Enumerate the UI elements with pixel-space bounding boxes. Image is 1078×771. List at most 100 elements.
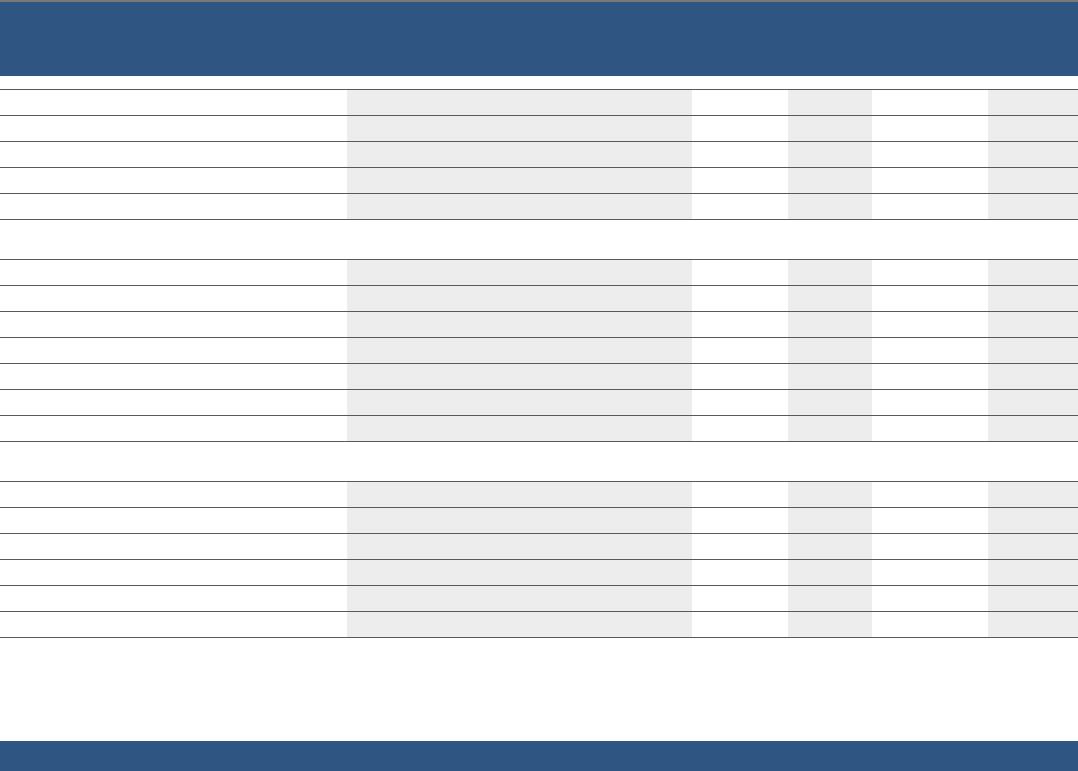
cell-col_e bbox=[988, 88, 1078, 116]
cell-col_e bbox=[988, 585, 1078, 612]
cell-label bbox=[0, 611, 347, 638]
table-row[interactable] bbox=[0, 88, 1078, 116]
cell-col_e bbox=[988, 311, 1078, 338]
table-row[interactable] bbox=[0, 533, 1078, 560]
table-body bbox=[0, 76, 1078, 638]
cell-label bbox=[0, 480, 347, 508]
table-row[interactable] bbox=[0, 389, 1078, 416]
cell-col_c bbox=[788, 415, 872, 442]
cell-col_b bbox=[692, 115, 788, 142]
cell-col_d bbox=[872, 611, 988, 638]
cell-col_a bbox=[347, 480, 692, 508]
table-row[interactable] bbox=[0, 115, 1078, 142]
table-row[interactable] bbox=[0, 585, 1078, 612]
cell-col_e bbox=[988, 285, 1078, 312]
footer-banner bbox=[0, 741, 1078, 771]
cell-col_b bbox=[692, 141, 788, 168]
cell-col_d bbox=[872, 141, 988, 168]
cell-label bbox=[0, 585, 347, 612]
table-row[interactable] bbox=[0, 480, 1078, 508]
table-row[interactable] bbox=[0, 611, 1078, 638]
cell-col_a bbox=[347, 141, 692, 168]
cell-col_c bbox=[788, 285, 872, 312]
cell-col_b bbox=[692, 533, 788, 560]
cell-col_c bbox=[788, 193, 872, 220]
cell-label bbox=[0, 363, 347, 390]
table-row[interactable] bbox=[0, 337, 1078, 364]
cell-label bbox=[0, 389, 347, 416]
cell-col_b bbox=[692, 285, 788, 312]
report-table bbox=[0, 76, 1078, 638]
cell-col_a bbox=[347, 585, 692, 612]
cell-col_d bbox=[872, 167, 988, 194]
cell-col_e bbox=[988, 167, 1078, 194]
cell-col_c bbox=[788, 611, 872, 638]
cell-col_a bbox=[347, 193, 692, 220]
cell-label bbox=[0, 88, 347, 116]
cell-col_a bbox=[347, 285, 692, 312]
cell-col_b bbox=[692, 585, 788, 612]
cell-col_e bbox=[988, 611, 1078, 638]
cell-col_c bbox=[788, 559, 872, 586]
cell-col_a bbox=[347, 167, 692, 194]
cell-col_c bbox=[788, 363, 872, 390]
cell-col_e bbox=[988, 115, 1078, 142]
table-row[interactable] bbox=[0, 193, 1078, 220]
cell-col_d bbox=[872, 363, 988, 390]
cell-col_c bbox=[788, 337, 872, 364]
cell-col_a bbox=[347, 533, 692, 560]
cell-label bbox=[0, 193, 347, 220]
table-group-gap bbox=[0, 219, 1078, 259]
cell-col_a bbox=[347, 311, 692, 338]
cell-col_b bbox=[692, 167, 788, 194]
cell-col_b bbox=[692, 193, 788, 220]
cell-col_e bbox=[988, 533, 1078, 560]
cell-label bbox=[0, 285, 347, 312]
cell-col_d bbox=[872, 337, 988, 364]
table-row[interactable] bbox=[0, 285, 1078, 312]
table-row[interactable] bbox=[0, 507, 1078, 534]
cell-label bbox=[0, 311, 347, 338]
cell-col_c bbox=[788, 141, 872, 168]
table-row[interactable] bbox=[0, 258, 1078, 286]
cell-label bbox=[0, 533, 347, 560]
cell-col_c bbox=[788, 480, 872, 508]
table-row[interactable] bbox=[0, 141, 1078, 168]
table-row[interactable] bbox=[0, 559, 1078, 586]
cell-label bbox=[0, 258, 347, 286]
table-row[interactable] bbox=[0, 167, 1078, 194]
cell-col_b bbox=[692, 363, 788, 390]
cell-col_c bbox=[788, 115, 872, 142]
cell-col_e bbox=[988, 415, 1078, 442]
gap-cell bbox=[0, 219, 1078, 259]
cell-col_b bbox=[692, 480, 788, 508]
cell-col_a bbox=[347, 115, 692, 142]
cell-col_c bbox=[788, 533, 872, 560]
cell-col_a bbox=[347, 258, 692, 286]
table-row[interactable] bbox=[0, 311, 1078, 338]
cell-col_b bbox=[692, 88, 788, 116]
cell-label bbox=[0, 507, 347, 534]
cell-col_b bbox=[692, 559, 788, 586]
cell-col_d bbox=[872, 88, 988, 116]
cell-col_b bbox=[692, 415, 788, 442]
cell-label bbox=[0, 337, 347, 364]
cell-col_b bbox=[692, 337, 788, 364]
cell-col_a bbox=[347, 389, 692, 416]
cell-col_a bbox=[347, 337, 692, 364]
cell-col_a bbox=[347, 363, 692, 390]
cell-col_e bbox=[988, 141, 1078, 168]
cell-col_e bbox=[988, 389, 1078, 416]
table-area bbox=[0, 76, 1078, 741]
table-row[interactable] bbox=[0, 415, 1078, 442]
cell-col_d bbox=[872, 415, 988, 442]
cell-col_a bbox=[347, 88, 692, 116]
cell-col_c bbox=[788, 585, 872, 612]
table-row[interactable] bbox=[0, 363, 1078, 390]
cell-col_d bbox=[872, 559, 988, 586]
cell-col_e bbox=[988, 363, 1078, 390]
cell-col_c bbox=[788, 507, 872, 534]
gap-cell bbox=[0, 76, 1078, 89]
cell-col_e bbox=[988, 559, 1078, 586]
